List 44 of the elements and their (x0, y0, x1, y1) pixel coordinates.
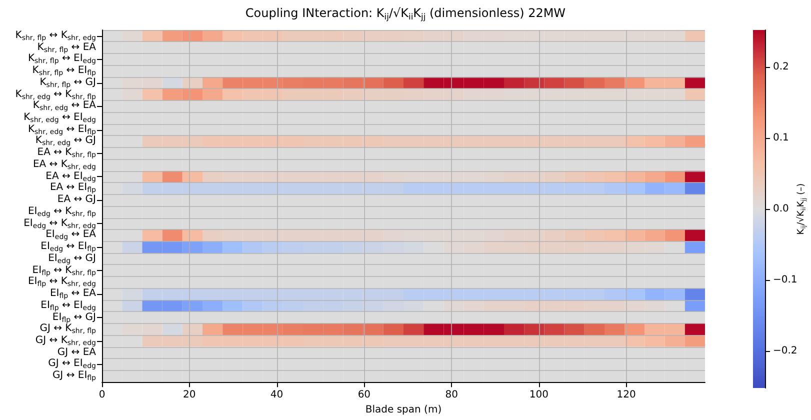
x-tick-label: 40 (270, 390, 284, 401)
x-tick-label: 0 (98, 390, 106, 401)
color-bar-label: 0.0 (773, 204, 789, 214)
y-tick-label: EI$_{edg}$ ↔ K$_{shr, flp}$ (28, 206, 96, 218)
y-tick-label: EA ↔ K$_{shr, edg}$ (32, 158, 96, 172)
color-bar-label: 0.2 (773, 61, 789, 72)
y-tick-label: GJ ↔ K$_{shr, flp}$ (40, 323, 96, 336)
y-tick-label: K$_{shr, edg}$ ↔ EI$_{flp}$ (28, 124, 96, 136)
color-bar-label: 0.1 (773, 132, 789, 144)
x-tick-label: 60 (358, 390, 371, 401)
color-bar-label: −0.1 (773, 274, 798, 286)
y-tick-label: EI$_{flp}$ ↔ EI$_{edg}$ (40, 300, 96, 312)
y-tick-label: K$_{shr, flp}$ ↔ GJ (40, 76, 96, 89)
y-tick-label: K$_{shr, edg}$ ↔ EI$_{edg}$ (24, 112, 96, 124)
y-tick-label: EI$_{edg}$ ↔ GJ (48, 252, 96, 265)
y-tick-label: GJ ↔ EI$_{flp}$ (52, 370, 96, 382)
y-tick-label: K$_{shr, edg}$ ↔ K$_{shr, flp}$ (15, 88, 96, 101)
y-tick-label: GJ ↔ K$_{shr, edg}$ (35, 335, 96, 348)
y-tick-label: EA ↔ K$_{shr, flp}$ (37, 147, 96, 160)
y-tick-label: EA ↔ EI$_{flp}$ (50, 182, 96, 195)
y-tick-label: K$_{shr, edg}$ ↔ GJ (35, 135, 96, 148)
y-tick-label: EI$_{edg}$ ↔ K$_{shr, edg}$ (24, 218, 96, 230)
y-tick-label: K$_{shr, flp}$ ↔ EI$_{edg}$ (28, 53, 96, 66)
y-tick-label: K$_{shr, edg}$ ↔ EA (32, 100, 96, 112)
y-tick-label: K$_{shr, flp}$ ↔ EA (37, 42, 96, 54)
x-tick-label: 120 (616, 390, 636, 401)
color-bar-label: −0.2 (773, 346, 798, 357)
y-tick-label: GJ ↔ EI$_{edg}$ (48, 358, 96, 371)
y-tick-label: K$_{shr, flp}$ ↔ EI$_{flp}$ (32, 65, 96, 78)
x-tick-label: 20 (183, 390, 196, 401)
x-tick-label: 80 (445, 390, 458, 401)
x-tick-label: 100 (529, 390, 549, 401)
y-tick-label: EI$_{edg}$ ↔ EI$_{flp}$ (40, 241, 96, 254)
y-tick-label: K$_{shr, flp}$ ↔ K$_{shr, edg}$ (15, 30, 96, 42)
x-axis-title: Blade span (m) (365, 404, 442, 416)
y-tick-label: EA ↔ EI$_{edg}$ (46, 170, 96, 183)
y-tick-label: EI$_{flp}$ ↔ K$_{shr, edg}$ (28, 276, 96, 288)
y-tick-label: GJ ↔ EA (57, 346, 96, 358)
y-tick-label: EI$_{flp}$ ↔ EA (50, 288, 96, 300)
y-tick-label: EA ↔ GJ (57, 194, 96, 206)
chart-title: Coupling INteraction: K$_{ij}$/√K$_{ii}$K$_{jj}$ (dimensionless) 22MW (244, 6, 567, 22)
y-tick-label: EI$_{flp}$ ↔ K$_{shr, flp}$ (32, 264, 96, 277)
y-tick-label: EI$_{flp}$ ↔ GJ (52, 312, 96, 324)
y-tick-label: EI$_{edg}$ ↔ EA (46, 229, 96, 242)
